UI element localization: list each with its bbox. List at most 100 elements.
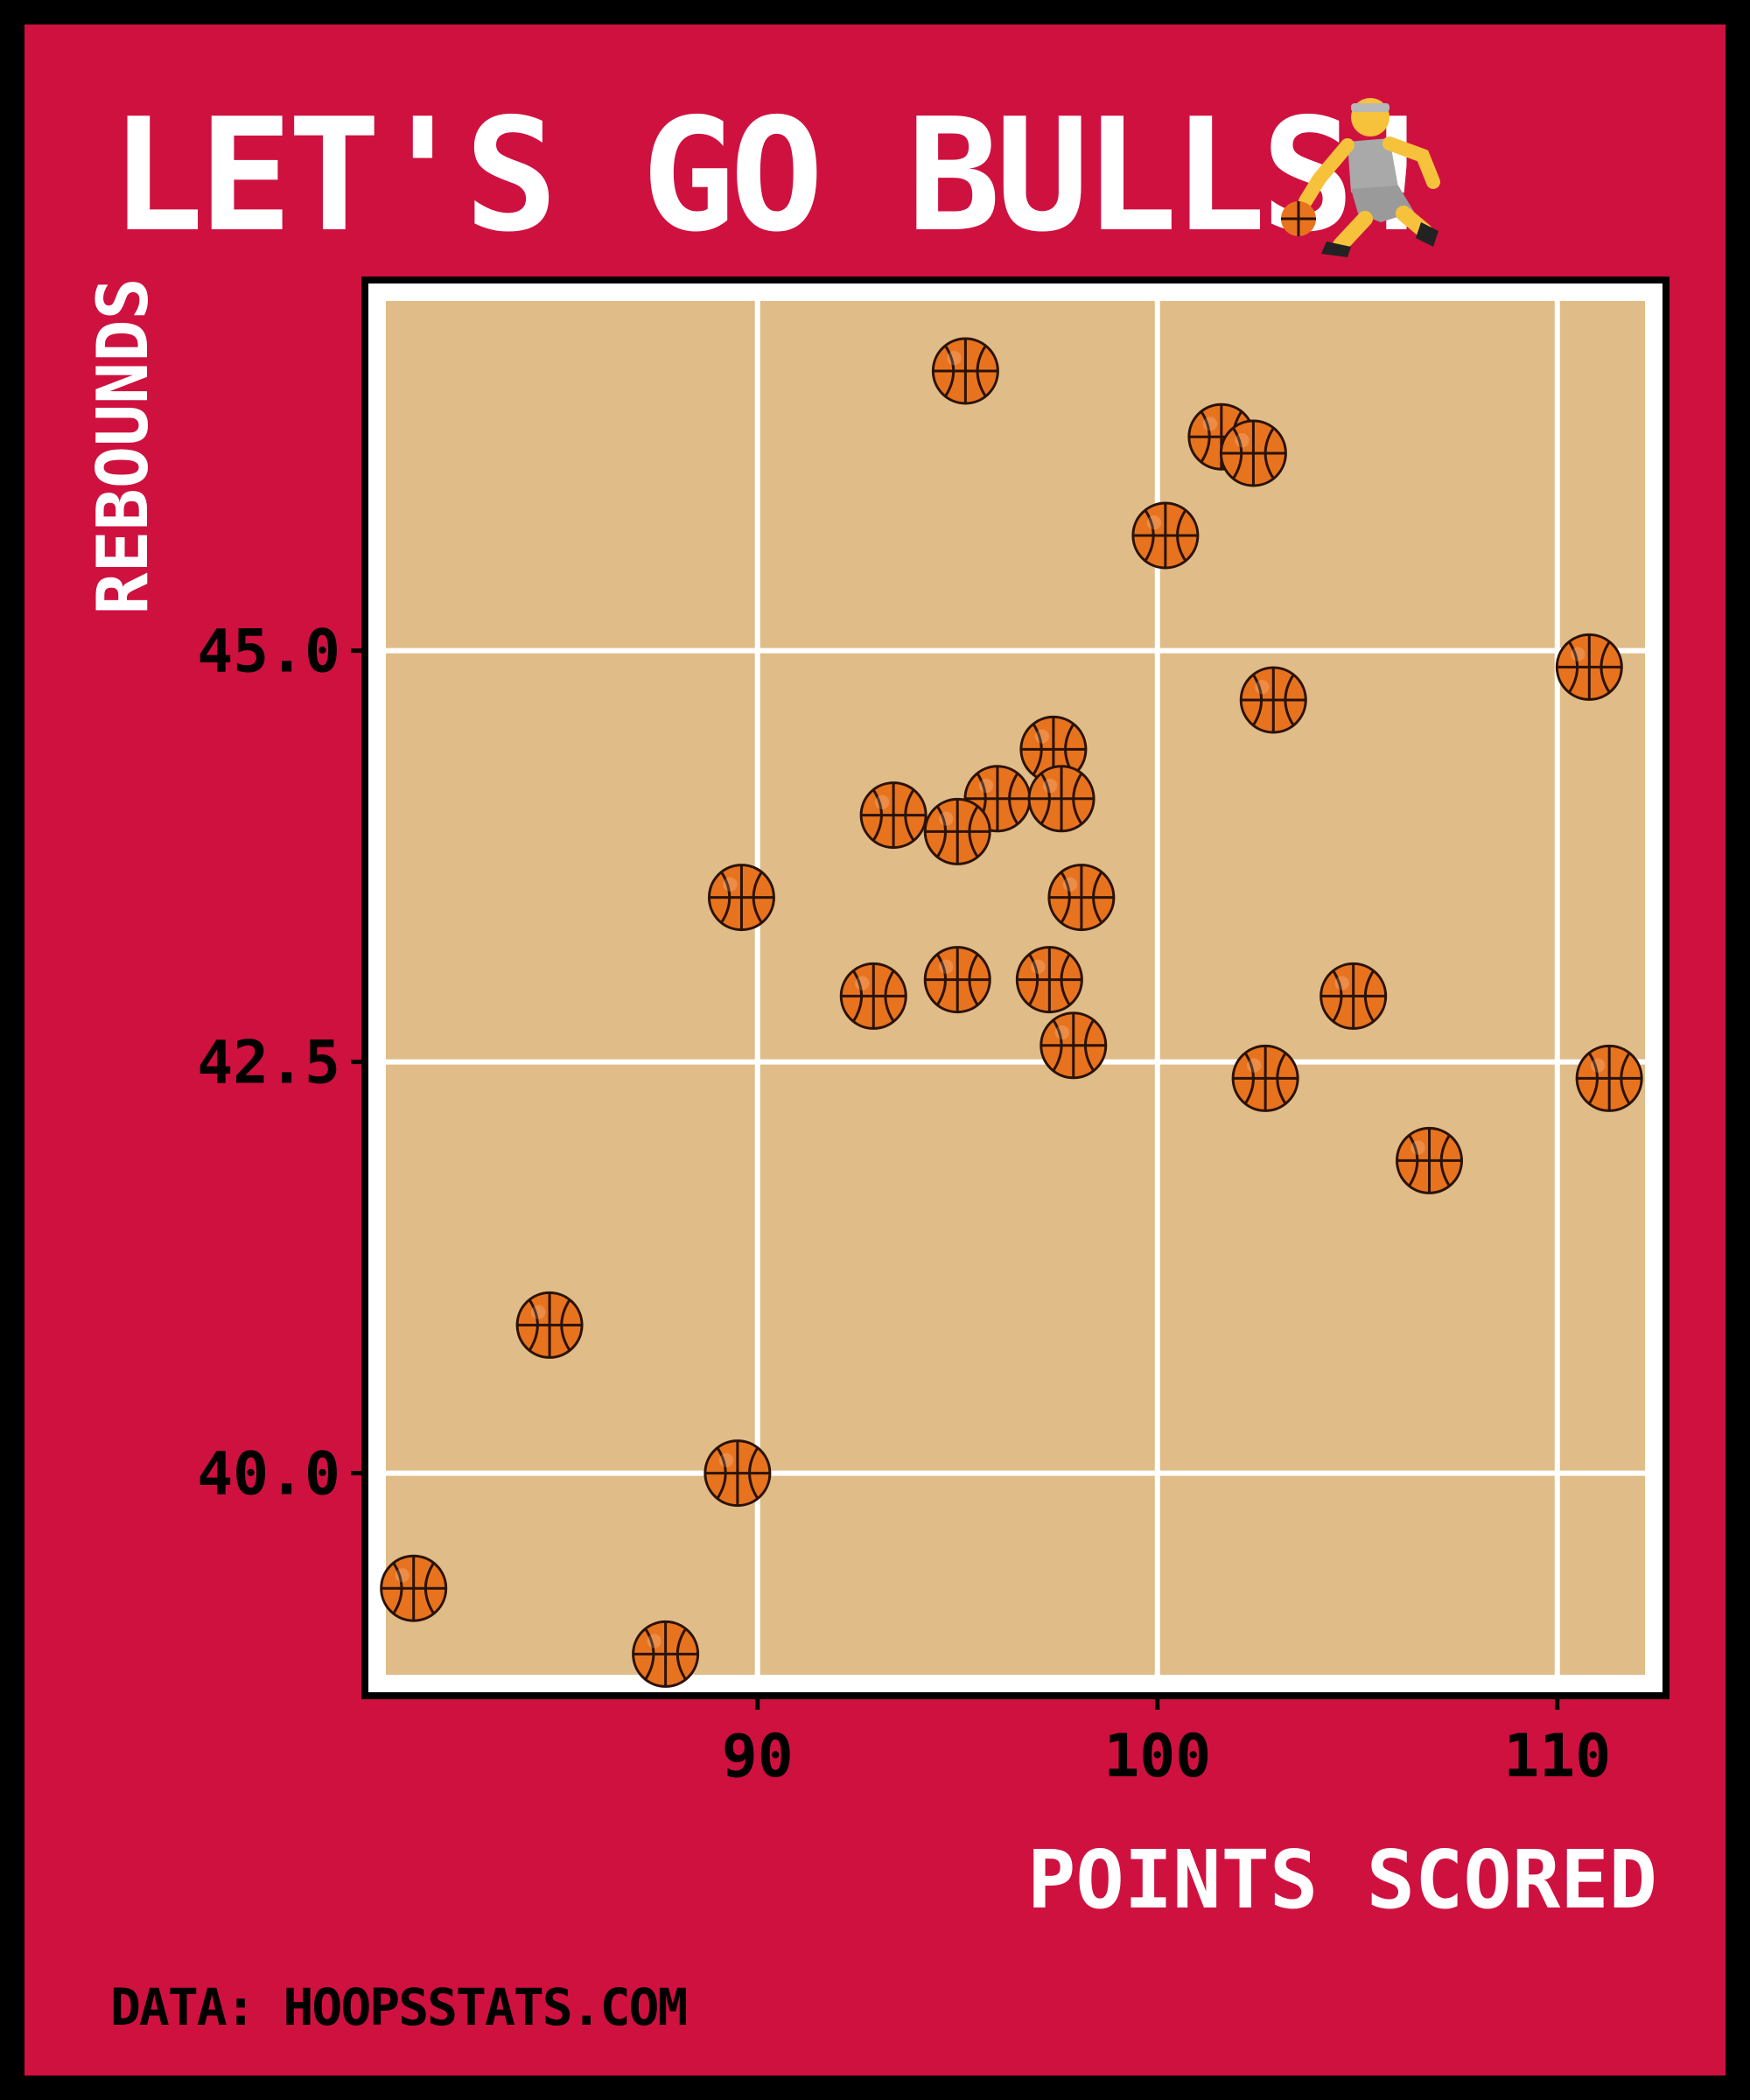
ball-seam [861, 782, 927, 848]
ball-seam-curve [1332, 970, 1375, 1023]
data-point [1027, 765, 1096, 833]
ball-highlight [395, 1568, 410, 1583]
data-point [1555, 633, 1623, 701]
ball-seam [925, 799, 990, 864]
ball-highlight [1054, 1025, 1069, 1040]
ball-seam [1320, 963, 1386, 1029]
ball-seam [1017, 947, 1082, 1012]
ball-highlight [1255, 680, 1270, 695]
ball-highlight [1235, 433, 1250, 448]
data-point [1231, 1044, 1299, 1112]
ball-seam-curve [936, 805, 979, 858]
ball-seam-curve [1060, 871, 1103, 924]
data-point [380, 1554, 448, 1622]
x-tick-label: 100 [1103, 1722, 1211, 1791]
x-tick-label: 110 [1503, 1722, 1611, 1791]
chart-title: LET'S GO BULLS! [110, 85, 1443, 266]
ball-seam-curve [1587, 1052, 1631, 1105]
x-axis-title: POINTS SCORED [1027, 1833, 1657, 1927]
ball-seam [381, 1556, 446, 1621]
ball-highlight [1034, 729, 1050, 744]
ball-seam-curve [1052, 1019, 1095, 1072]
ball-seam [709, 864, 774, 930]
data-point [1047, 864, 1116, 932]
ball-highlight [1146, 515, 1162, 530]
ball-highlight [1062, 877, 1078, 892]
data-point [704, 1439, 772, 1508]
x-tick-label: 90 [722, 1722, 794, 1791]
ball-seam-curve [852, 970, 895, 1023]
ball-seam [1241, 668, 1306, 732]
data-point [707, 864, 775, 932]
ball-seam-curve [1028, 953, 1071, 1006]
ball-highlight [1571, 647, 1586, 662]
data-point [632, 1620, 700, 1688]
ball-seam [1029, 766, 1095, 831]
ball-seam-curve [1232, 427, 1275, 480]
ball-highlight [1334, 976, 1349, 990]
ball-highlight [1042, 778, 1058, 794]
ball-highlight [1591, 1058, 1606, 1073]
ball-highlight [530, 1305, 546, 1320]
ball-highlight [1202, 416, 1218, 431]
ball-seam-curve [720, 871, 763, 924]
grid-lines [386, 301, 1645, 1675]
ball-seam [841, 963, 906, 1029]
ball-seam [1557, 634, 1622, 700]
ball-highlight [978, 778, 994, 794]
ball-seam [704, 1440, 770, 1506]
ball-highlight [939, 811, 954, 826]
ball-seam-curve [528, 1298, 571, 1352]
ball-seam-curve [1144, 509, 1187, 562]
ball-seam [633, 1621, 698, 1687]
data-points [380, 337, 1643, 1688]
ball-highlight [1247, 1058, 1262, 1073]
y-tick-label: 42.5 [197, 1029, 340, 1098]
ball-highlight [947, 351, 962, 366]
ball-seam-curve [1243, 1052, 1287, 1105]
basketball-player-icon [1281, 98, 1440, 257]
data-point [1219, 419, 1287, 487]
ball-seam [1132, 503, 1198, 568]
ball-seam [1233, 1046, 1298, 1111]
ball-seam [1048, 864, 1114, 930]
ball-highlight [939, 959, 954, 974]
data-point [1320, 962, 1388, 1030]
ball-seam [1221, 421, 1286, 486]
data-point [923, 797, 991, 865]
data-point [1015, 946, 1083, 1014]
data-point [1575, 1044, 1643, 1112]
ball-seam-curve [1568, 640, 1611, 694]
data-point [931, 337, 999, 405]
ball-seam-curve [644, 1628, 687, 1681]
ball-seam [1396, 1128, 1462, 1194]
data-point [839, 962, 907, 1030]
ball-seam-curve [936, 953, 979, 1006]
data-point [923, 946, 991, 1014]
ball-seam-curve [716, 1446, 760, 1500]
ball-seam [933, 339, 998, 403]
ball-seam-curve [1040, 773, 1083, 825]
data-point [859, 781, 928, 850]
ball-highlight [718, 1452, 734, 1467]
ball-seam-curve [392, 1562, 435, 1614]
ball-seam [964, 766, 1030, 831]
ball-highlight [1410, 1140, 1425, 1155]
ball-seam [1577, 1046, 1642, 1111]
data-point [1396, 1126, 1464, 1194]
ball-seam-curve [1408, 1134, 1451, 1187]
data-source-caption: DATA: HOOPSSTATS.COM [110, 1978, 688, 2037]
y-tick-label: 45.0 [197, 618, 340, 687]
ball-seam-curve [872, 788, 915, 842]
ball-seam-curve [1252, 674, 1295, 726]
ball-highlight [723, 877, 738, 892]
data-point [515, 1291, 584, 1359]
ball-highlight [875, 794, 890, 809]
ball-highlight [855, 976, 870, 990]
ball-highlight [647, 1634, 662, 1648]
ball-seam-curve [944, 345, 987, 397]
data-point [1040, 1012, 1108, 1080]
plot-panel [386, 301, 1645, 1675]
ball-highlight [1031, 959, 1046, 974]
